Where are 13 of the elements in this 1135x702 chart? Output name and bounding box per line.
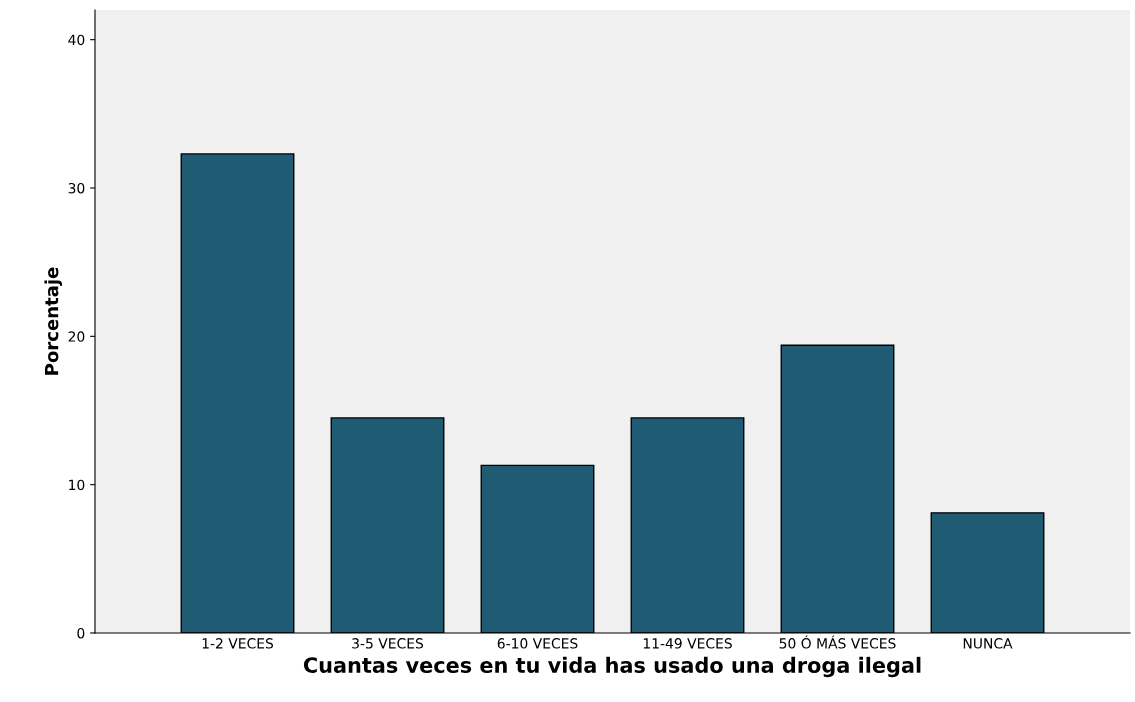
y-axis-title: Porcentaje xyxy=(44,267,63,375)
y-tick-label: 30 xyxy=(68,182,85,194)
x-tick-label: 11-49 VECES xyxy=(643,638,732,649)
x-tick-label: NUNCA xyxy=(963,638,1013,649)
y-tick-label: 0 xyxy=(77,627,85,639)
x-axis-title: Cuantas veces en tu vida has usado una droga ilegal xyxy=(303,656,921,678)
y-tick-label: 20 xyxy=(68,331,85,342)
y-tick-label: 10 xyxy=(69,479,85,491)
x-tick-label: 3-5 VECES xyxy=(352,638,424,649)
x-tick-label: 1-2 VECES xyxy=(202,638,274,649)
x-tick-label: 6-10 VECES xyxy=(497,638,578,649)
x-tick-label: 50 Ó MÁS VECES xyxy=(779,635,896,649)
y-tick-label: 40 xyxy=(68,34,85,46)
